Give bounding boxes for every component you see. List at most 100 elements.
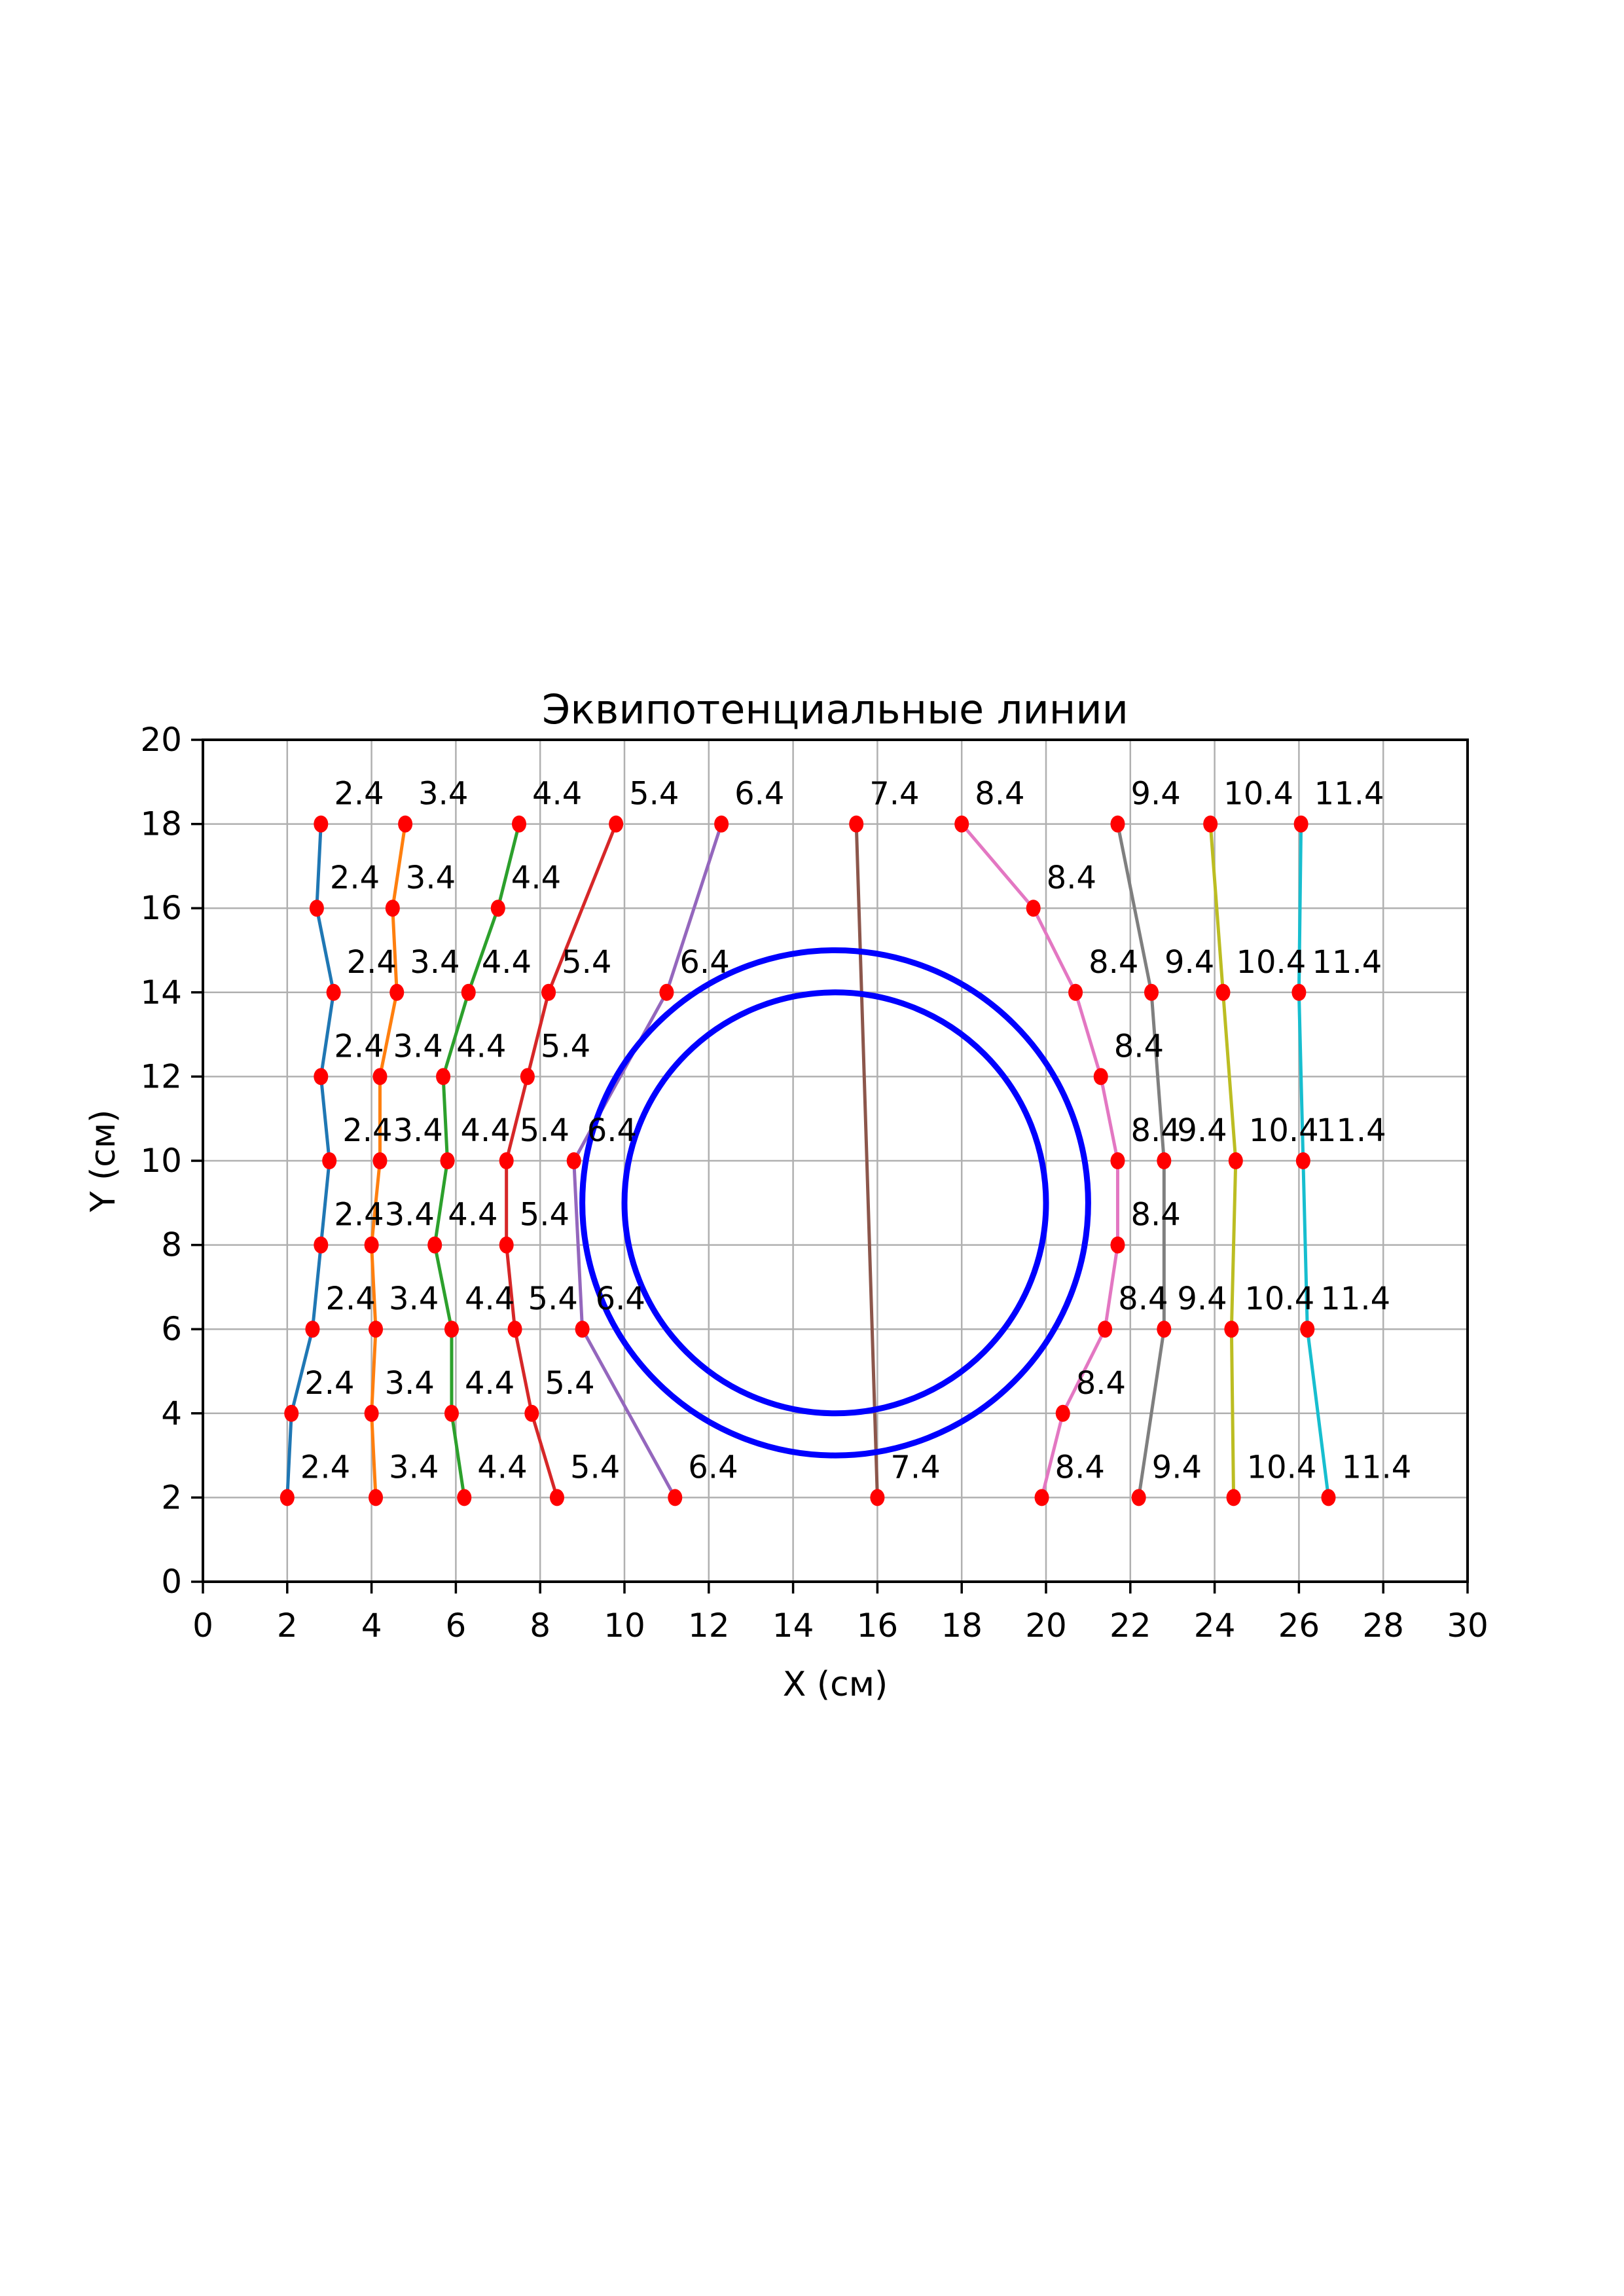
- data-point-8.4: [1055, 1404, 1070, 1422]
- point-label-3.4: 3.4: [385, 1365, 435, 1402]
- data-point-9.4: [1157, 1152, 1172, 1169]
- point-label-4.4: 4.4: [482, 944, 532, 981]
- data-point-9.4: [1157, 1321, 1172, 1338]
- data-point-2.4: [326, 983, 341, 1001]
- point-label-5.4: 5.4: [570, 1449, 620, 1485]
- point-label-2.4: 2.4: [342, 1112, 392, 1149]
- data-point-4.4: [427, 1236, 442, 1254]
- data-point-6.4: [659, 983, 674, 1001]
- point-label-4.4: 4.4: [511, 860, 561, 896]
- point-label-10.4: 10.4: [1236, 944, 1306, 981]
- data-point-7.4: [849, 815, 864, 833]
- point-label-9.4: 9.4: [1177, 1281, 1227, 1317]
- data-point-2.4: [314, 1068, 329, 1085]
- data-point-5.4: [524, 1404, 539, 1422]
- data-point-6.4: [668, 1489, 683, 1506]
- chart-title: Эквипотенциальные линии: [542, 685, 1128, 733]
- point-label-5.4: 5.4: [545, 1365, 594, 1402]
- point-label-11.4: 11.4: [1316, 1112, 1386, 1149]
- y-tick-label-16: 16: [140, 889, 182, 927]
- x-tick-label-30: 30: [1447, 1607, 1489, 1645]
- point-label-5.4: 5.4: [520, 1197, 569, 1233]
- x-axis-label: X (см): [783, 1665, 888, 1704]
- data-point-11.4: [1321, 1489, 1336, 1506]
- x-tick-label-2: 2: [277, 1607, 298, 1645]
- x-tick-label-10: 10: [604, 1607, 645, 1645]
- x-tick-label-24: 24: [1194, 1607, 1236, 1645]
- point-label-5.4: 5.4: [562, 944, 611, 981]
- data-point-5.4: [499, 1236, 514, 1254]
- point-label-5.4: 5.4: [629, 776, 679, 812]
- data-point-7.4: [870, 1489, 885, 1506]
- x-tick-label-8: 8: [530, 1607, 550, 1645]
- point-label-2.4: 2.4: [304, 1365, 354, 1402]
- data-point-9.4: [1131, 1489, 1146, 1506]
- point-label-5.4: 5.4: [520, 1112, 569, 1149]
- x-tick-label-22: 22: [1110, 1607, 1151, 1645]
- point-label-6.4: 6.4: [679, 944, 729, 981]
- markers-layer: [280, 815, 1336, 1506]
- point-label-2.4: 2.4: [334, 1028, 384, 1065]
- point-label-2.4: 2.4: [325, 1281, 375, 1317]
- point-label-10.4: 10.4: [1247, 1449, 1317, 1485]
- data-point-3.4: [372, 1068, 388, 1085]
- point-label-9.4: 9.4: [1164, 944, 1214, 981]
- data-point-3.4: [369, 1489, 384, 1506]
- point-label-8.4: 8.4: [1076, 1365, 1126, 1402]
- data-point-3.4: [398, 815, 413, 833]
- x-tick-label-14: 14: [772, 1607, 814, 1645]
- conductor-circle-2: [621, 989, 1049, 1417]
- point-label-5.4: 5.4: [541, 1028, 590, 1065]
- data-point-4.4: [512, 815, 526, 833]
- data-point-5.4: [507, 1321, 522, 1338]
- point-label-10.4: 10.4: [1244, 1281, 1314, 1317]
- x-tick-label-16: 16: [857, 1607, 899, 1645]
- point-label-6.4: 6.4: [587, 1112, 637, 1149]
- point-label-3.4: 3.4: [385, 1197, 435, 1233]
- data-point-5.4: [499, 1152, 514, 1169]
- data-point-4.4: [440, 1152, 455, 1169]
- point-label-2.4: 2.4: [334, 1197, 384, 1233]
- point-label-2.4: 2.4: [300, 1449, 350, 1485]
- x-tick-label-0: 0: [192, 1607, 213, 1645]
- data-point-3.4: [385, 900, 400, 917]
- point-label-4.4: 4.4: [532, 776, 582, 812]
- data-point-4.4: [444, 1404, 459, 1422]
- point-label-11.4: 11.4: [1312, 944, 1382, 981]
- data-point-4.4: [461, 983, 476, 1001]
- point-label-8.4: 8.4: [1089, 944, 1138, 981]
- data-point-3.4: [372, 1152, 388, 1169]
- y-tick-label-10: 10: [140, 1142, 182, 1180]
- data-point-9.4: [1110, 815, 1125, 833]
- data-point-4.4: [490, 900, 505, 917]
- data-point-10.4: [1224, 1321, 1239, 1338]
- conductor-circle-1: [579, 947, 1091, 1459]
- point-label-5.4: 5.4: [528, 1281, 578, 1317]
- data-point-2.4: [322, 1152, 337, 1169]
- point-label-6.4: 6.4: [596, 1281, 645, 1317]
- point-label-9.4: 9.4: [1130, 776, 1180, 812]
- point-label-4.4: 4.4: [465, 1365, 514, 1402]
- data-point-2.4: [314, 1236, 329, 1254]
- point-label-8.4: 8.4: [1114, 1028, 1164, 1065]
- data-point-11.4: [1291, 983, 1307, 1001]
- data-point-2.4: [305, 1321, 320, 1338]
- data-point-9.4: [1144, 983, 1159, 1001]
- data-point-8.4: [1026, 900, 1041, 917]
- data-point-6.4: [566, 1152, 581, 1169]
- point-label-3.4: 3.4: [393, 1028, 442, 1065]
- point-label-8.4: 8.4: [975, 776, 1024, 812]
- data-point-8.4: [1098, 1321, 1113, 1338]
- data-point-2.4: [280, 1489, 295, 1506]
- y-tick-label-14: 14: [140, 974, 182, 1011]
- point-label-2.4: 2.4: [334, 776, 384, 812]
- x-tick-label-6: 6: [445, 1607, 466, 1645]
- point-label-3.4: 3.4: [418, 776, 468, 812]
- y-tick-label-0: 0: [161, 1563, 182, 1601]
- point-label-7.4: 7.4: [890, 1449, 940, 1485]
- point-label-9.4: 9.4: [1177, 1112, 1227, 1149]
- data-point-11.4: [1295, 1152, 1310, 1169]
- y-tick-label-8: 8: [161, 1226, 182, 1264]
- data-point-5.4: [541, 983, 556, 1001]
- y-tick-label-12: 12: [140, 1057, 182, 1095]
